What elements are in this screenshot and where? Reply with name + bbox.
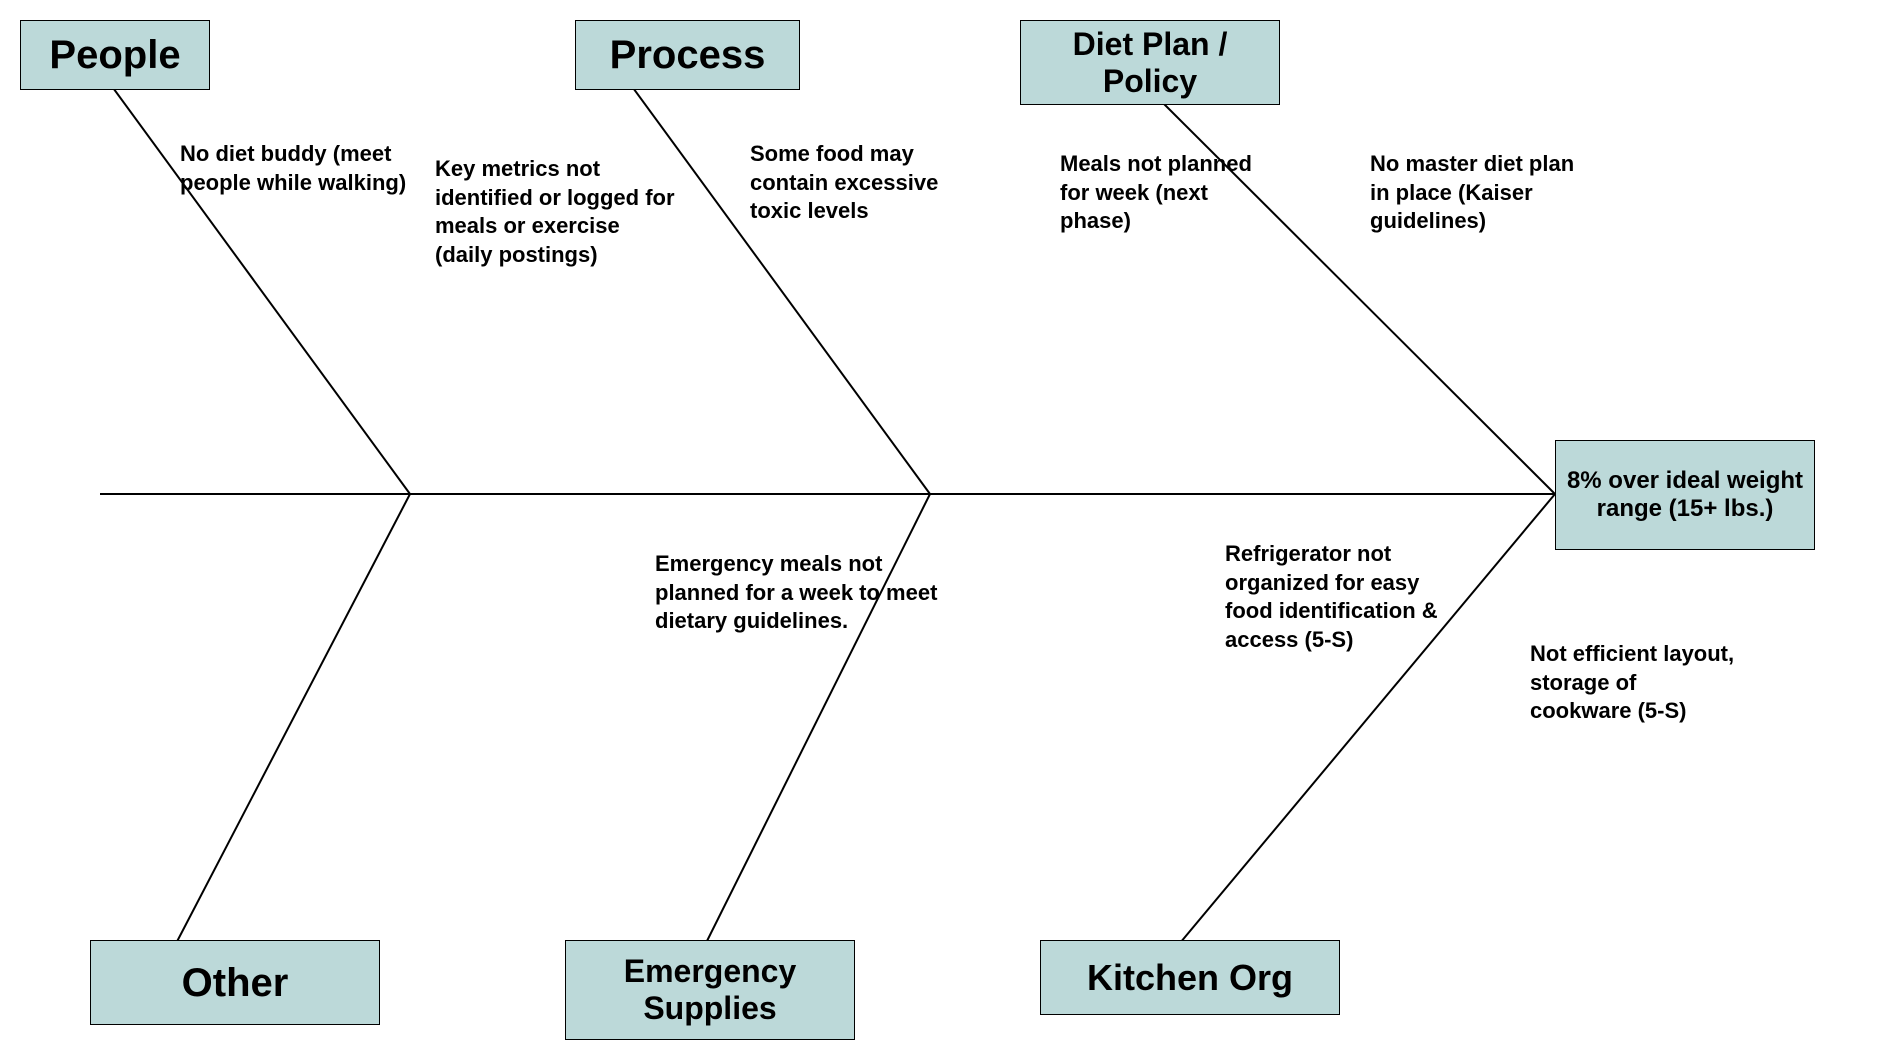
category-emergency: Emergency Supplies [565, 940, 855, 1040]
cause-kitchen-7: Not efficient layout, storage of cookwar… [1530, 640, 1740, 726]
fishbone-diagram: 8% over ideal weight range (15+ lbs.) Peo… [0, 0, 1886, 1044]
cause-process-2: Some food may contain excessive toxic le… [750, 140, 980, 226]
cause-policy-4: No master diet plan in place (Kaiser gui… [1370, 150, 1590, 236]
cause-people-0: No diet buddy (meet people while walking… [180, 140, 460, 197]
category-other: Other [90, 940, 380, 1025]
category-kitchen: Kitchen Org [1040, 940, 1340, 1015]
effect-box: 8% over ideal weight range (15+ lbs.) [1555, 440, 1815, 550]
category-policy: Diet Plan / Policy [1020, 20, 1280, 105]
cause-policy-3: Meals not planned for week (next phase) [1060, 150, 1280, 236]
cause-process-1: Key metrics not identified or logged for… [435, 155, 675, 269]
category-people: People [20, 20, 210, 90]
cause-emergency-5: Emergency meals not planned for a week t… [655, 550, 945, 636]
category-process: Process [575, 20, 800, 90]
cause-kitchen-6: Refrigerator not organized for easy food… [1225, 540, 1445, 654]
